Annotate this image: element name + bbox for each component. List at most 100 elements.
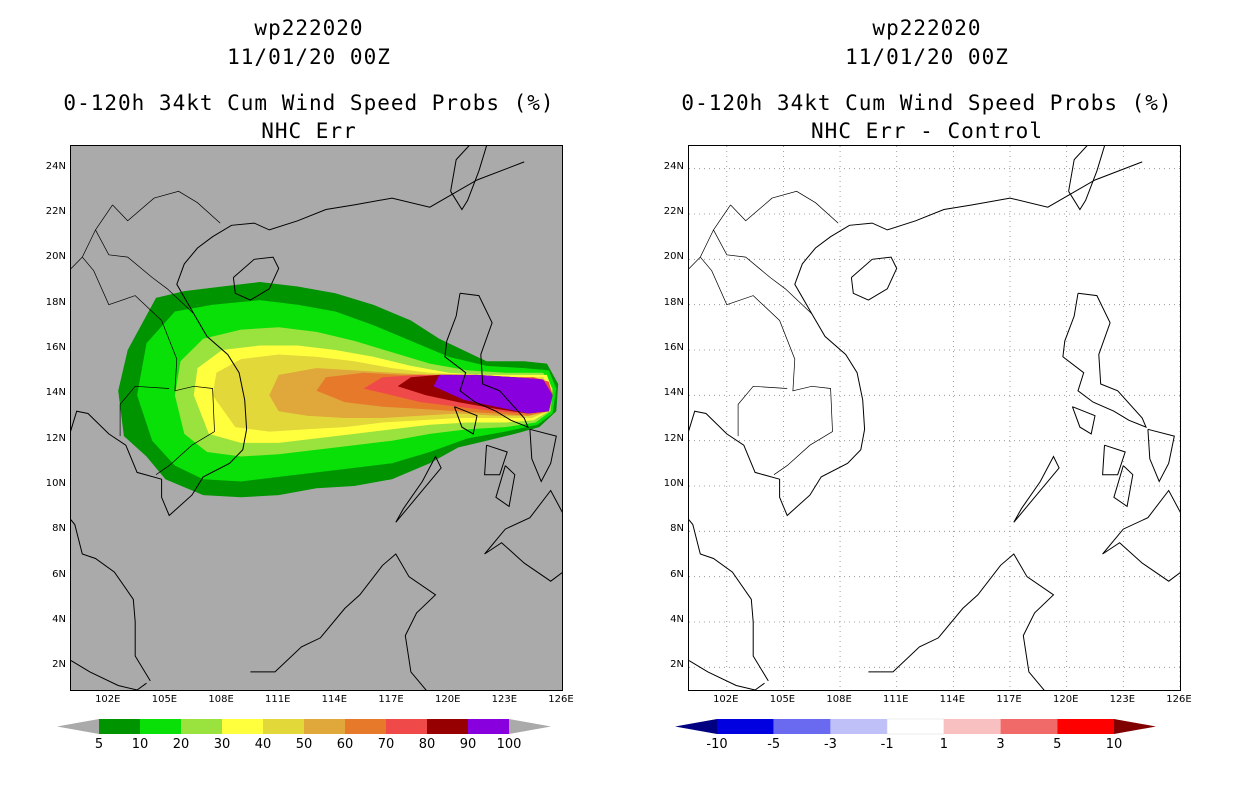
colorbar-segment xyxy=(181,719,222,734)
product-title: 0-120h 34kt Cum Wind Speed Probs (%) xyxy=(63,91,555,115)
lat-tick-label: 14N xyxy=(663,387,684,399)
coastline xyxy=(484,489,562,582)
lat-tick-label: 24N xyxy=(45,160,66,172)
colorbar-segment xyxy=(773,719,831,734)
lon-tick-label: 117E xyxy=(378,694,404,705)
lat-tick-label: 16N xyxy=(45,342,66,353)
colorbar-label: 10 xyxy=(131,737,149,752)
lat-tick-label: 20N xyxy=(45,251,66,263)
run-title: NHC Err xyxy=(261,119,357,143)
coastline xyxy=(71,660,147,690)
lon-tick-label: 126E xyxy=(1166,694,1192,705)
colorbar-segment xyxy=(943,719,1001,734)
colorbar-label: 5 xyxy=(94,737,104,752)
colorbar-label: 20 xyxy=(172,737,190,752)
colorbar-label: 10 xyxy=(1105,737,1123,752)
colorbar-segment xyxy=(222,719,263,734)
colorbar-segment xyxy=(717,719,774,734)
lat-tick-label: 2N xyxy=(670,659,684,671)
colorbar-label: 5 xyxy=(1053,737,1062,752)
country-border xyxy=(112,190,221,224)
lon-tick-label: 123E xyxy=(491,694,518,705)
colorbar-label: 100 xyxy=(496,737,522,752)
colorbar-segment xyxy=(263,719,304,734)
colorbar-label: -3 xyxy=(823,737,837,752)
colorbar-segment xyxy=(886,718,945,735)
lon-tick-label: 126E xyxy=(548,694,574,705)
colorbar-label: 90 xyxy=(459,737,477,752)
colorbar-label: 70 xyxy=(377,737,395,752)
lat-tick-label: 22N xyxy=(663,206,684,217)
left-panel: wp222020 11/01/20 00Z 0-120h 34kt Cum Wi… xyxy=(45,16,574,752)
colorbar-over-arrow xyxy=(1114,719,1156,734)
colorbar-segment xyxy=(468,719,509,734)
date-title: 11/01/20 00Z xyxy=(227,45,391,69)
coastline xyxy=(450,146,488,211)
lon-tick-label: 102E xyxy=(713,694,739,705)
coastline xyxy=(850,256,898,301)
colorbar-label: 80 xyxy=(418,737,436,752)
map-frame xyxy=(688,145,1181,691)
colorbar-label: 1 xyxy=(939,737,948,752)
lon-tick-label: 108E xyxy=(208,694,234,705)
coastline xyxy=(1102,444,1126,476)
coastline xyxy=(1102,489,1180,582)
colorbar-under-arrow xyxy=(57,719,99,734)
coastline xyxy=(868,553,1055,690)
lon-tick-label: 102E xyxy=(95,694,121,705)
lon-tick-label: 120E xyxy=(1052,694,1079,705)
coastline xyxy=(232,256,280,301)
country-border xyxy=(699,204,833,475)
run-title: NHC Err - Control xyxy=(811,119,1043,143)
coastline xyxy=(1071,406,1096,435)
coastline xyxy=(1013,455,1060,523)
prob-contour-90 xyxy=(433,374,553,414)
storm-id-title: wp222020 xyxy=(872,16,982,40)
lat-tick-label: 8N xyxy=(670,523,684,535)
map-frame xyxy=(70,145,563,691)
colorbar-segment xyxy=(1057,719,1114,734)
colorbar-segment xyxy=(140,719,181,734)
product-title: 0-120h 34kt Cum Wind Speed Probs (%) xyxy=(681,91,1173,115)
lat-tick-label: 10N xyxy=(663,478,684,489)
storm-id-title: wp222020 xyxy=(254,16,364,40)
country-border xyxy=(71,256,83,270)
colorbar-over-arrow xyxy=(509,719,551,734)
coastline xyxy=(689,161,1143,682)
coastline xyxy=(71,161,525,682)
country-border xyxy=(119,385,170,437)
lat-tick-label: 2N xyxy=(52,659,66,671)
colorbar-label: 30 xyxy=(213,737,231,752)
coastline xyxy=(1068,146,1106,211)
lon-tick-label: 114E xyxy=(939,694,966,705)
lat-tick-label: 12N xyxy=(663,432,684,444)
coastline xyxy=(1113,465,1134,508)
colorbar-label: 60 xyxy=(336,737,354,752)
lon-tick-label: 123E xyxy=(1109,694,1136,705)
coastline xyxy=(395,455,442,523)
coastline xyxy=(495,465,516,508)
colorbar-label: -1 xyxy=(880,737,894,752)
lat-tick-label: 18N xyxy=(45,296,66,308)
lat-tick-label: 10N xyxy=(45,478,66,489)
country-border xyxy=(689,256,701,270)
lat-tick-label: 20N xyxy=(663,251,684,263)
colorbar-segment xyxy=(830,719,888,734)
coastline xyxy=(250,553,437,690)
coastline xyxy=(1062,292,1147,429)
country-border xyxy=(95,229,195,314)
country-border xyxy=(81,204,215,475)
lat-tick-label: 4N xyxy=(52,614,66,625)
difference-map xyxy=(689,146,1180,690)
colorbar-label: -5 xyxy=(767,737,781,752)
coastline xyxy=(444,292,529,429)
country-border xyxy=(713,229,813,314)
lon-tick-label: 105E xyxy=(769,694,796,705)
colorbar-label: 40 xyxy=(254,737,272,752)
lat-tick-label: 8N xyxy=(52,523,66,535)
colorbar-label: 3 xyxy=(996,737,1005,752)
colorbar-segment xyxy=(386,719,427,734)
colorbar-under-arrow xyxy=(675,719,717,734)
colorbar-segment xyxy=(304,719,345,734)
coastline xyxy=(453,406,478,435)
